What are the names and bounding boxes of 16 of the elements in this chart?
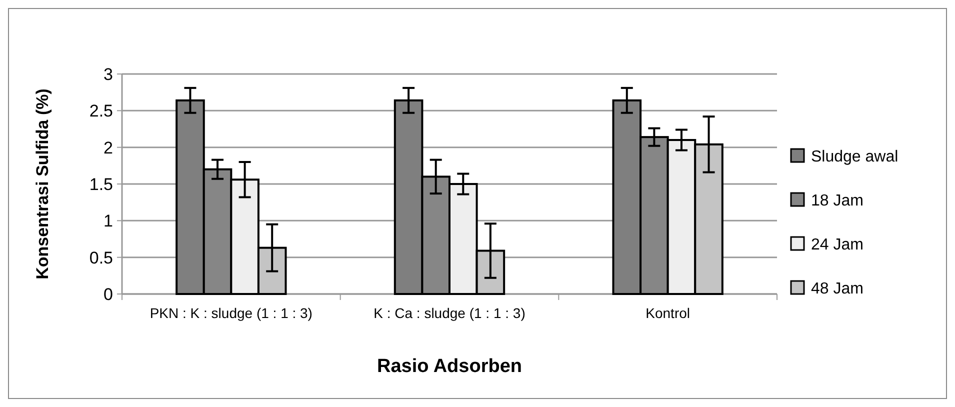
legend-label: Sludge awal	[811, 148, 898, 166]
x-tick-label: PKN : K : sludge (1 : 1 : 3)	[150, 305, 312, 321]
legend-label: 18 Jam	[811, 192, 864, 210]
y-tick-label: 2.5	[89, 102, 113, 121]
y-tick-label: 2	[104, 138, 113, 158]
x-tick-label: K : Ca : sludge (1 : 1 : 3)	[374, 305, 526, 321]
x-axis-title: Rasio Adsorben	[377, 356, 522, 377]
x-tick-label: Kontrol	[646, 305, 690, 321]
y-tick-label: 0	[104, 284, 113, 304]
y-tick-label: 1.5	[89, 174, 113, 194]
legend-label: 24 Jam	[811, 236, 864, 254]
legend-label: 48 Jam	[811, 280, 864, 298]
y-tick-label: 1	[104, 212, 113, 231]
y-axis-title: Konsentrasi Sulfida (%)	[33, 88, 52, 280]
y-tick-label: 3	[104, 64, 113, 84]
y-tick-label: 0.5	[89, 248, 113, 268]
